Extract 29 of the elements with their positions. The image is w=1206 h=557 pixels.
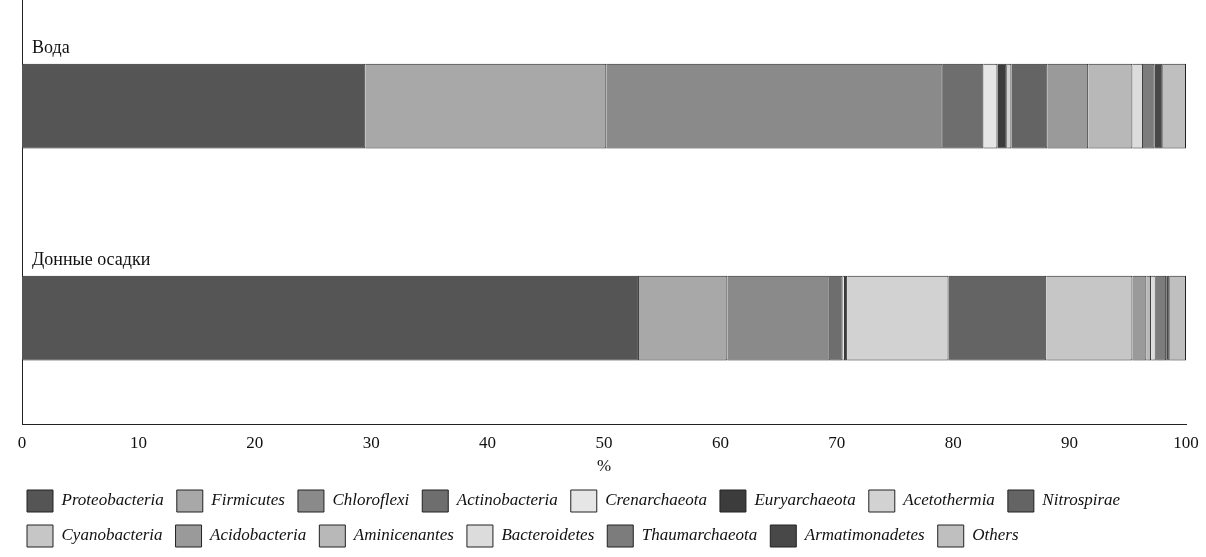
legend-label: Acidobacteria: [209, 525, 307, 545]
legend-label: Actinobacteria: [455, 490, 558, 510]
x-tick-label: 10: [129, 432, 147, 452]
legend-label: Proteobacteria: [60, 490, 164, 510]
x-tick-label: 60: [711, 432, 729, 452]
legend-label: Cyanobacteria: [61, 525, 163, 545]
legend-label: Thaumarchaeota: [641, 525, 758, 545]
legend-label: Crenarchaeota: [605, 490, 707, 510]
legend-label: Acetothermia: [902, 490, 995, 510]
x-tick-label: 40: [479, 432, 497, 452]
x-tick-label: 70: [828, 432, 846, 452]
x-tick-label: 90: [1061, 432, 1079, 452]
legend-label: Euryarchaeota: [753, 490, 856, 510]
x-tick-label: 80: [944, 432, 962, 452]
x-tick-label: 50: [595, 432, 613, 452]
x-tick-label: 100: [1173, 432, 1199, 452]
legend-label: Others: [972, 525, 1019, 545]
x-tick-label: 0: [17, 432, 27, 452]
x-tick-label: 30: [362, 432, 380, 452]
x-tick-label: 20: [246, 432, 264, 452]
legend-label: Armatimonadetes: [803, 525, 926, 545]
legend-label: Firmicutes: [210, 490, 286, 510]
legend-label: Aminicenantes: [352, 525, 455, 545]
x-axis-title: %: [596, 456, 612, 476]
y-tick-label: Донные осадки: [32, 249, 151, 270]
legend-label: Chloroflexi: [332, 490, 410, 510]
legend-label: Nitrospirae: [1041, 490, 1121, 510]
legend-label: Bacteroidetes: [501, 525, 595, 545]
y-tick-label: Вода: [32, 37, 70, 58]
